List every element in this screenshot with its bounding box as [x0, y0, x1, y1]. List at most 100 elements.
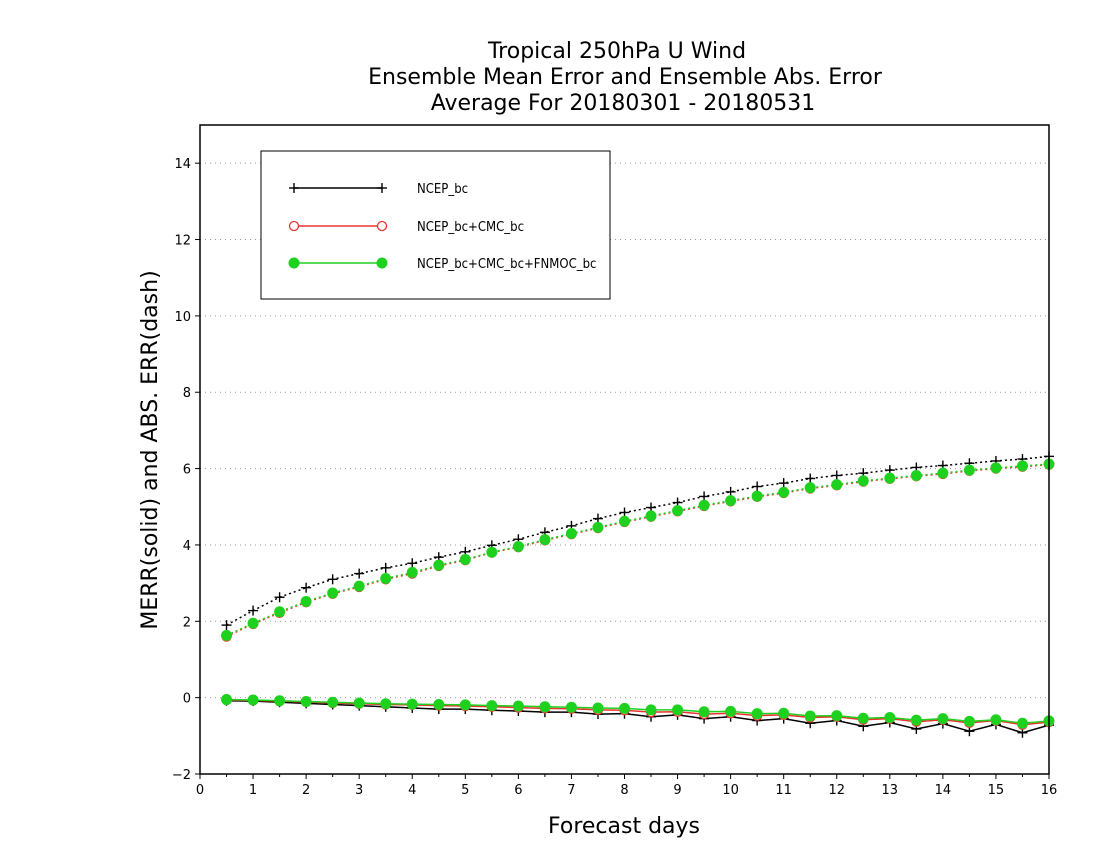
- series-0-abs-err-point: [301, 582, 312, 593]
- series-2-abs-err-point: [963, 464, 975, 476]
- x-tick-label-14: 14: [935, 783, 952, 798]
- series-0-abs-err-point: [407, 558, 418, 569]
- series-2-mean-err-point: [751, 708, 763, 720]
- series-2-mean-err-point: [274, 695, 286, 707]
- legend-box: [260, 150, 611, 300]
- series-2-mean-err-point: [990, 714, 1002, 726]
- y-tick-label--2: −2: [172, 768, 191, 783]
- series-2-mean-err-point: [592, 702, 604, 714]
- legend-item-2: NCEP_bc+CMC_bc+FNMOC_bc: [288, 257, 596, 272]
- legend-marker-right: [376, 220, 388, 232]
- series-2-abs-err-point: [512, 540, 524, 552]
- series-2-mean-err-point: [619, 702, 630, 714]
- y-tick-label-14: 14: [174, 157, 191, 172]
- series-0: [221, 451, 1054, 738]
- series-2-mean-err-point: [433, 699, 445, 711]
- series-0-abs-err-point: [752, 481, 763, 492]
- series-2-mean-err-point: [247, 694, 259, 706]
- legend-marker-right: [376, 257, 388, 269]
- series-2-abs-err-point: [778, 486, 790, 498]
- title-line-2: Ensemble Mean Error and Ensemble Abs. Er…: [368, 65, 883, 90]
- series-2-abs-err-point: [698, 499, 710, 511]
- series-2-mean-err-point: [459, 699, 471, 711]
- x-axis-label: Forecast days: [548, 814, 700, 839]
- series-1-mean-err-line: [226, 699, 1050, 726]
- series-2-abs-err-point: [565, 527, 577, 539]
- series-2-abs-err-point: [619, 515, 630, 527]
- series-2-mean-err-point: [645, 704, 657, 716]
- series-2-mean-err-point: [672, 704, 684, 716]
- x-tick-label-0: 0: [196, 783, 204, 798]
- series-0-abs-err-line: [226, 455, 1050, 626]
- series-2-abs-err-point: [247, 617, 259, 629]
- series-2-mean-err-point: [857, 712, 869, 724]
- series-2-abs-err-point: [353, 580, 365, 592]
- series-2-abs-err-point: [725, 495, 737, 507]
- series-2-mean-err-point: [327, 696, 339, 708]
- series-2-mean-err-point: [937, 713, 949, 725]
- x-tick-label-8: 8: [620, 783, 628, 798]
- series-0-abs-err-point: [805, 473, 816, 484]
- series-2-mean-err-point: [725, 705, 737, 717]
- series-1-abs-err-line: [226, 464, 1050, 638]
- y-axis-ticks: −2 0 2 4 6 8 10 12 14: [172, 157, 200, 783]
- y-tick-label-6: 6: [183, 463, 191, 478]
- series-2-abs-err-point: [672, 505, 684, 517]
- title-line-3: Average For 20180301 - 20180531: [431, 91, 816, 116]
- legend-item-1: NCEP_bc+CMC_bc: [288, 220, 524, 235]
- series-2-mean-err-point: [963, 715, 975, 727]
- title-line-1: Tropical 250hPa U Wind: [487, 39, 746, 64]
- x-axis-ticks: 0 1 2 3 4 5 6 7 8 9 10 11 12 13 14 15 16: [196, 774, 1057, 798]
- x-tick-label-9: 9: [673, 783, 681, 798]
- series-2-abs-err-point: [300, 595, 312, 607]
- series-2-abs-err-point: [592, 521, 604, 533]
- series-2-mean-err-point: [1016, 717, 1028, 729]
- y-tick-label-2: 2: [183, 615, 191, 630]
- series-2-mean-err-point: [406, 698, 418, 710]
- y-tick-label-0: 0: [183, 692, 191, 707]
- series-2-abs-err-point: [857, 475, 869, 487]
- series-2-abs-err-point: [539, 534, 551, 546]
- x-tick-label-11: 11: [775, 783, 792, 798]
- series-2-abs-err-point: [433, 559, 445, 571]
- legend-label-0: NCEP_bc: [417, 182, 468, 197]
- series-2-mean-err-point: [300, 695, 312, 707]
- series-2-abs-err-point: [274, 606, 286, 618]
- x-tick-label-7: 7: [567, 783, 575, 798]
- series-2-abs-err-point: [486, 546, 498, 558]
- x-tick-label-2: 2: [302, 783, 310, 798]
- x-tick-label-6: 6: [514, 783, 522, 798]
- series-1: [221, 459, 1055, 730]
- series-2-mean-err-point: [698, 706, 710, 718]
- series-0-abs-err-point: [380, 562, 391, 573]
- x-tick-label-13: 13: [882, 783, 899, 798]
- series-2-mean-err-point: [512, 700, 524, 712]
- series-2-abs-err-point: [380, 573, 392, 585]
- y-tick-label-8: 8: [183, 386, 191, 401]
- series-2-abs-err-point: [645, 510, 657, 522]
- series-2-abs-err-point: [831, 479, 843, 491]
- x-tick-label-16: 16: [1041, 783, 1058, 798]
- series-2-mean-err-point: [353, 697, 365, 709]
- series-2-abs-err-point: [937, 467, 949, 479]
- series-2-abs-err-point: [221, 629, 233, 641]
- y-axis-label: MERR(solid) and ABS. ERR(dash): [138, 270, 163, 629]
- legend-marker-left: [288, 257, 300, 269]
- series-2-mean-err-point: [221, 694, 233, 706]
- x-tick-label-1: 1: [249, 783, 257, 798]
- y-tick-label-4: 4: [183, 539, 191, 554]
- series-2-mean-err-point: [804, 710, 816, 722]
- series-2-abs-err-point: [406, 566, 418, 578]
- legend-item-0: NCEP_bc: [289, 182, 468, 197]
- series-0-abs-err-point: [327, 574, 338, 585]
- legend-marker-right: [377, 183, 387, 193]
- series-2-abs-err-point: [910, 469, 922, 481]
- series-2-mean-err-point: [778, 707, 790, 719]
- series-0-abs-err-point: [274, 592, 285, 603]
- series-2-mean-err-point: [884, 711, 896, 723]
- x-tick-label-4: 4: [408, 783, 416, 798]
- legend-label-1: NCEP_bc+CMC_bc: [417, 220, 524, 235]
- series-2-mean-err-point: [539, 701, 551, 713]
- chart-title: Tropical 250hPa U Wind Ensemble Mean Err…: [368, 39, 883, 116]
- series-2-mean-err-point: [831, 710, 843, 722]
